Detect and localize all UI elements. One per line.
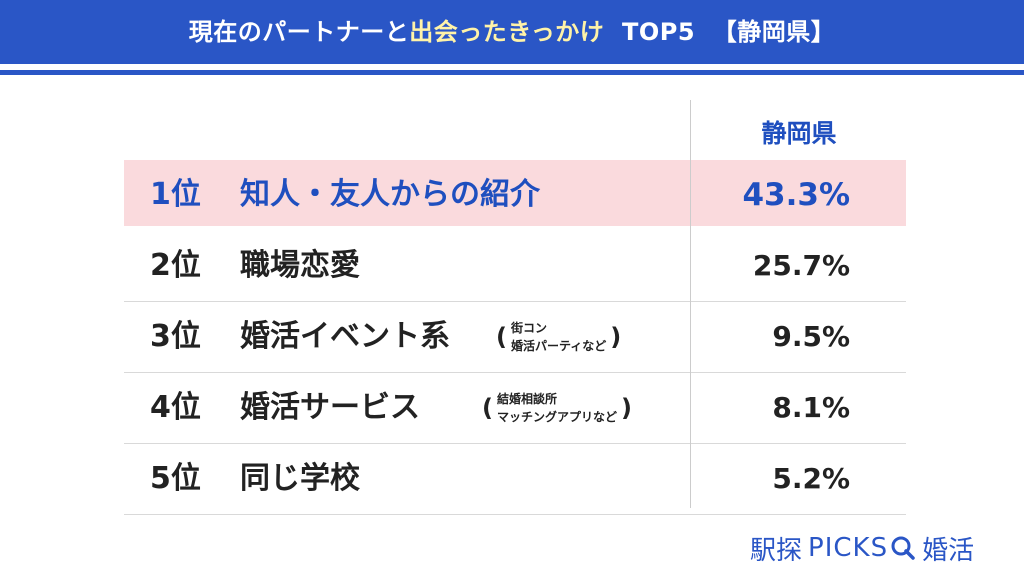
logo-left-text: 駅探 [750,535,803,566]
title-top5: TOP5 [621,18,696,46]
banner-underline [0,70,1024,75]
paren-close: ) [610,323,622,351]
category-label: 同じ学校 [240,461,360,496]
title-part1: 現在のパートナーと [188,18,410,46]
note-line: マッチングアプリなど [496,410,617,424]
percentage-value: 8.1% [772,391,850,424]
logo-middle-text: PICKS [808,533,889,563]
category-note: (街コン婚活パーティなど) [496,302,621,372]
paren-open: ( [482,394,493,422]
category-label: 職場恋愛 [240,248,360,283]
page-title: 現在のパートナーと出会ったきっかけ TOP5 【静岡県】 [0,0,1024,64]
paren-close: ) [620,394,632,422]
rank-label: 5位 [150,461,201,496]
category-label: 婚活サービス [240,390,420,425]
title-banner [0,0,1024,64]
note-line: 婚活パーティなど [510,339,607,353]
rank-label: 4位 [150,390,201,425]
note-line: 街コン [510,321,547,335]
rank-label: 1位 [150,177,201,212]
rank-label: 3位 [150,319,201,354]
table-row: 3位 婚活イベント系 (街コン婚活パーティなど) 9.5% [124,302,906,373]
percentage-value: 9.5% [772,320,850,353]
column-header: 静岡県 [761,119,837,148]
rank-label: 2位 [150,248,201,283]
percentage-value: 43.3% [742,177,850,213]
paren-open: ( [496,323,507,351]
title-highlight: 出会ったきっかけ [409,18,605,46]
magnifier-icon [891,536,915,560]
percentage-value: 5.2% [772,462,850,495]
table-row: 5位 同じ学校 5.2% [124,444,906,515]
title-prefecture: 【静岡県】 [712,18,836,46]
brand-logo: 駅探 PICKS 婚活 [750,530,974,566]
category-label: 婚活イベント系 [240,319,450,354]
column-divider [690,100,691,508]
table-row: 2位 職場恋愛 25.7% [124,231,906,302]
category-note: (結婚相談所マッチングアプリなど) [482,373,632,443]
logo-right-text: 婚活 [922,535,975,566]
percentage-value: 25.7% [752,249,850,282]
category-label: 知人・友人からの紹介 [240,177,540,212]
table-row: 4位 婚活サービス (結婚相談所マッチングアプリなど) 8.1% [124,373,906,444]
table-row: 1位 知人・友人からの紹介 43.3% [124,160,906,226]
note-line: 結婚相談所 [496,392,557,406]
